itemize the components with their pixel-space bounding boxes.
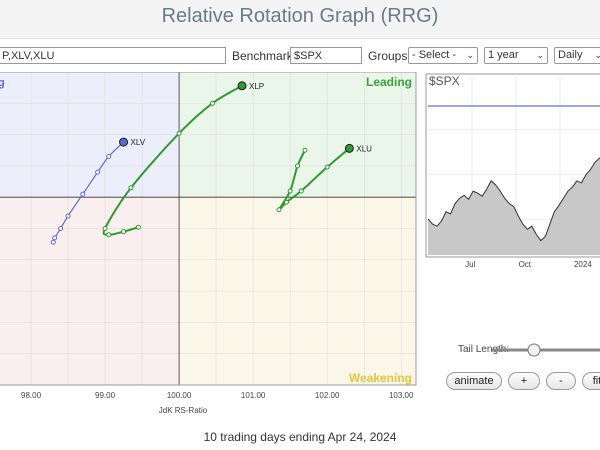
- x-axis-label: JdK RS-Ratio: [159, 406, 208, 415]
- tail-point: [58, 226, 64, 231]
- tail-point: [302, 147, 308, 153]
- x-tick-label: 101.00: [241, 391, 266, 400]
- tail-label-xlp: XLP: [249, 82, 264, 91]
- page-title: Relative Rotation Graph (RRG): [161, 5, 439, 27]
- tail-point: [52, 235, 58, 241]
- tail-xlv: XLV: [50, 137, 146, 245]
- controls-bar: P,XLV,XLU Benchmark: $SPX Groups: - Sele…: [0, 44, 600, 68]
- rrg-chart: g Leading Weakening 98.00 99.00 100.00 101.…: [0, 71, 417, 415]
- period-select-value: 1 year: [488, 49, 519, 61]
- animate-button[interactable]: animate: [446, 372, 502, 390]
- x-tick-label: 100.00: [167, 391, 192, 400]
- benchmark-x-tick-label: Oct: [519, 260, 532, 269]
- tail-label-xlu: XLU: [356, 144, 372, 153]
- tail-point: [65, 213, 71, 219]
- x-axis-ticks: 98.00 99.00 100.00 101.00 102.00 103.00: [21, 391, 414, 400]
- fit-button[interactable]: fit: [582, 372, 600, 390]
- tail-point: [102, 226, 108, 231]
- quadrant-label-improving: g: [0, 77, 5, 89]
- tail-xlp: XLP: [102, 81, 264, 238]
- tail-length-label: Tail Length:: [458, 344, 510, 355]
- tail-point: [121, 229, 127, 235]
- frequency-select-value: Daily: [558, 49, 583, 61]
- rrg-chart-area: g Leading Weakening 98.00 99.00 100.00 101.…: [0, 71, 420, 423]
- zoom-in-button[interactable]: +: [508, 372, 540, 390]
- tail-point: [106, 232, 112, 238]
- benchmark-line: [427, 157, 600, 242]
- x-tick-label: 98.00: [21, 391, 42, 400]
- rrg-grid: [0, 71, 416, 386]
- title-bar: Relative Rotation Graph (RRG): [0, 0, 600, 39]
- x-tick-label: 99.00: [95, 391, 116, 400]
- groups-label: Groups:: [368, 49, 411, 63]
- tail-point: [176, 130, 182, 136]
- tail-label-xlv: XLV: [131, 138, 146, 147]
- plot-frame: [0, 71, 417, 386]
- benchmark-x-tick-label: 2024: [574, 260, 592, 269]
- period-select[interactable]: 1 year ⌄: [484, 47, 548, 64]
- benchmark-input[interactable]: $SPX: [290, 47, 362, 64]
- tail-point: [50, 239, 56, 245]
- tail-point: [80, 191, 86, 197]
- benchmark-x-ticks: Jul Oct 2024: [465, 260, 592, 269]
- benchmark-chart: $SPX Jul Oct 2024: [425, 73, 600, 269]
- benchmark-x-tick-label: Jul: [465, 260, 475, 269]
- tail-point: [324, 164, 330, 170]
- symbols-input[interactable]: P,XLV,XLU: [0, 47, 226, 64]
- tail-point: [95, 169, 101, 175]
- tail-head-xlp: [237, 81, 247, 91]
- tail-point: [276, 207, 282, 213]
- benchmark-area: [428, 157, 600, 255]
- slider-handle[interactable]: [527, 343, 541, 357]
- frequency-select[interactable]: Daily ⌄: [554, 47, 600, 64]
- zoom-out-button[interactable]: -: [546, 372, 576, 390]
- chevron-down-icon: ⌄: [536, 50, 544, 60]
- quadrant-label-leading: Leading: [366, 75, 412, 89]
- tail-point: [298, 188, 304, 194]
- tail-length-slider[interactable]: [490, 340, 600, 360]
- benchmark-chart-area: $SPX Jul Oct 2024: [424, 72, 600, 277]
- x-tick-label: 102.00: [315, 391, 340, 400]
- tail-head-xlu: [344, 143, 354, 153]
- rrg-tails: XLV XLP XLU: [50, 81, 372, 245]
- benchmark-chart-title: $SPX: [429, 74, 460, 88]
- tail-xlu: XLU: [276, 143, 372, 213]
- benchmark-label: Benchmark:: [232, 49, 297, 63]
- groups-select[interactable]: - Select - ⌄: [408, 47, 478, 64]
- tail-point: [287, 188, 293, 194]
- quadrant-label-weakening: Weakening: [349, 371, 412, 385]
- tail-point: [209, 100, 215, 106]
- tail-head-xlv: [119, 137, 129, 147]
- tail-point: [106, 154, 112, 160]
- groups-select-value: - Select -: [412, 49, 457, 61]
- chevron-down-icon: ⌄: [594, 50, 600, 60]
- tail-point: [128, 185, 134, 191]
- tail-point: [283, 199, 289, 205]
- tail-point: [295, 163, 301, 169]
- footer-caption: 10 trading days ending Apr 24, 2024: [203, 430, 397, 444]
- x-tick-label: 103.00: [389, 391, 414, 400]
- chevron-down-icon: ⌄: [466, 50, 474, 60]
- tail-point: [135, 224, 141, 230]
